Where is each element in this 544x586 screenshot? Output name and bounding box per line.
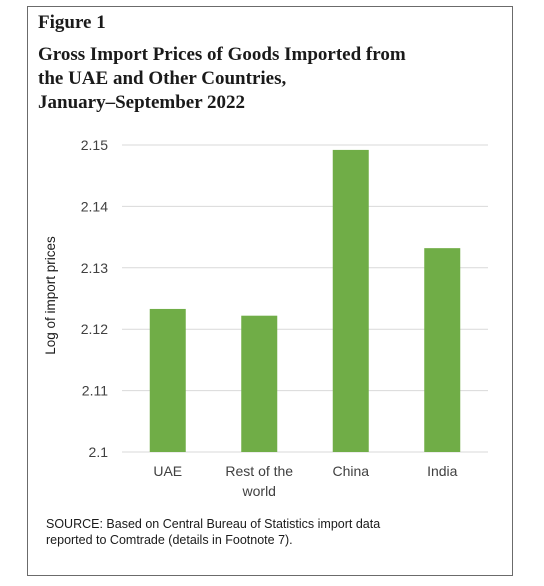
source-line-1: SOURCE: Based on Central Bureau of Stati… bbox=[46, 517, 381, 531]
x-category-label: UAE bbox=[153, 463, 182, 479]
bar-rest-of-the-world bbox=[241, 315, 278, 452]
figure-title: Gross Import Prices of Goods Imported fr… bbox=[38, 43, 498, 115]
figure-title-line-3: January–September 2022 bbox=[38, 92, 246, 113]
y-tick-label: 2.1 bbox=[89, 444, 109, 460]
y-tick-label: 2.11 bbox=[82, 383, 108, 399]
y-tick-label: 2.12 bbox=[81, 321, 108, 337]
source-note: SOURCE: Based on Central Bureau of Stati… bbox=[46, 516, 486, 548]
y-tick-label: 2.13 bbox=[81, 260, 108, 276]
x-category-label: world bbox=[242, 483, 276, 499]
y-tick-label: 2.14 bbox=[81, 198, 108, 214]
bar-uae bbox=[149, 308, 186, 452]
bar-china bbox=[332, 149, 369, 453]
y-tick-label: 2.15 bbox=[81, 137, 108, 153]
source-line-2: reported to Comtrade (details in Footnot… bbox=[46, 533, 293, 547]
x-category-label: India bbox=[427, 463, 458, 479]
figure-label: Figure 1 bbox=[38, 12, 106, 33]
bar-india bbox=[424, 248, 461, 452]
x-category-label: China bbox=[332, 463, 369, 479]
x-category-label: Rest of the bbox=[225, 463, 293, 479]
y-axis-label: Log of import prices bbox=[43, 236, 58, 355]
figure-title-line-2: the UAE and Other Countries, bbox=[38, 68, 287, 89]
figure-title-line-1: Gross Import Prices of Goods Imported fr… bbox=[38, 44, 406, 65]
